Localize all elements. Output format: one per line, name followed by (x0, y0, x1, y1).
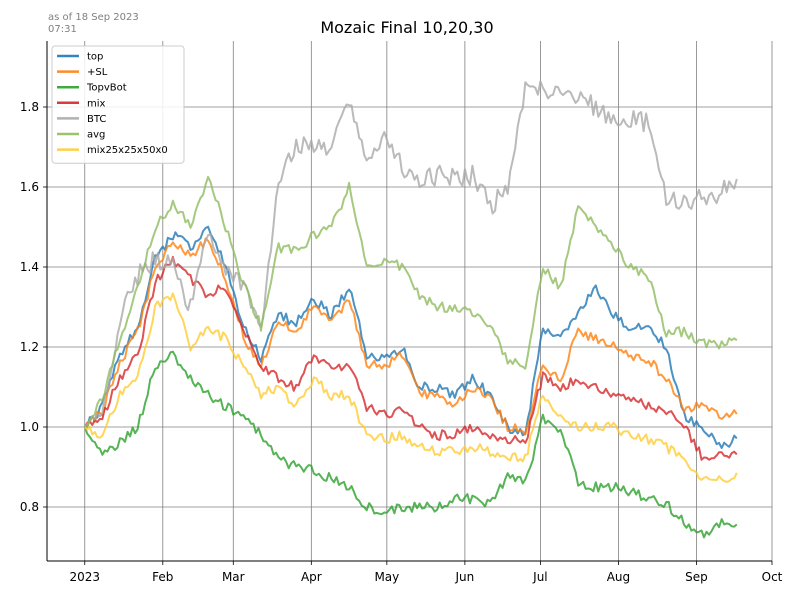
x-tick-label: 2023 (69, 570, 100, 584)
legend-label: top (87, 52, 103, 63)
series-line-btc (83, 80, 738, 428)
x-tick-label: Oct (762, 570, 783, 584)
series-line-avg (84, 175, 738, 429)
y-tick-label: 0.8 (20, 500, 39, 514)
legend-label: avg (87, 130, 105, 141)
y-tick-label: 1.4 (20, 260, 39, 274)
series-line-topvbot (83, 350, 738, 539)
legend-label: mix25x25x50x0 (87, 145, 168, 156)
series-line--sl (84, 237, 738, 436)
y-tick-label: 1.8 (20, 100, 39, 114)
legend-box (51, 45, 185, 164)
y-tick-label: 1.2 (20, 340, 39, 354)
as-of-date-text: as of 18 Sep 2023 (48, 12, 139, 23)
y-tick-label: 1.0 (20, 420, 39, 434)
axes: 2023 Feb Mar Apr May Jun Jul Aug Sep Oct 0.8 1.0 1.2… (20, 41, 783, 584)
legend-label: TopvBot (86, 83, 127, 94)
x-tick-label: Mar (222, 570, 245, 584)
legend-label: mix (87, 98, 106, 109)
legend-label: BTC (87, 114, 106, 125)
series-line-top (84, 225, 738, 449)
series-lines (83, 80, 738, 539)
y-tick-label: 1.6 (20, 180, 39, 194)
x-tick-label: Aug (607, 570, 630, 584)
as-of-time-text: 07:31 (48, 24, 77, 35)
chart-title: Mozaic Final 10,20,30 (320, 18, 493, 37)
x-tick-label: May (374, 570, 399, 584)
series-line-mix (83, 255, 738, 461)
series-line-mix25x25x50x0 (84, 292, 738, 483)
as-of-stamp: as of 18 Sep 2023 07:31 (48, 12, 139, 36)
legend: top +SL TopvBot mix BTC avg mix25x25x50x0 (51, 45, 185, 164)
legend-label: +SL (87, 67, 108, 78)
x-tick-label: Sep (685, 570, 708, 584)
x-tick-label: Jul (532, 570, 547, 584)
x-tick-label: Apr (301, 570, 322, 584)
x-tick-label: Feb (152, 570, 173, 584)
x-tick-label: Jun (455, 570, 475, 584)
